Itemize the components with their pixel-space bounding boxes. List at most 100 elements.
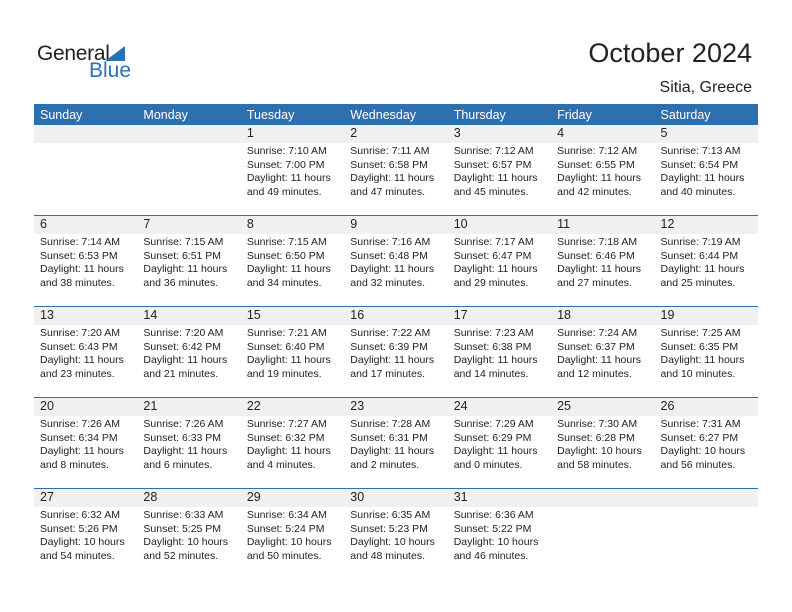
daylight: Daylight: 11 hours bbox=[453, 445, 538, 458]
day-number: 21 bbox=[137, 398, 241, 416]
weekday-wednesday: Wednesday bbox=[350, 108, 417, 122]
empty-cell bbox=[551, 489, 655, 579]
weekday-friday: Friday bbox=[557, 108, 592, 122]
daylight: Daylight: 11 hours bbox=[40, 354, 124, 367]
day-cell: 25 Sunrise: 7:30 AM Sunset: 6:28 PM Dayligh… bbox=[551, 398, 655, 488]
daylight-minutes: and 32 minutes. bbox=[350, 276, 425, 289]
day-info: Sunrise: 7:13 AM Sunset: 6:54 PM Daylight:… bbox=[655, 143, 758, 199]
day-info: Sunrise: 7:27 AM Sunset: 6:32 PM Daylight:… bbox=[241, 416, 344, 472]
sunrise: Sunrise: 7:12 AM bbox=[453, 145, 534, 157]
daylight-minutes: and 52 minutes. bbox=[143, 549, 219, 562]
day-cell: 12 Sunrise: 7:19 AM Sunset: 6:44 PM Dayligh… bbox=[654, 216, 758, 306]
day-cell: 16 Sunrise: 7:22 AM Sunset: 6:39 PM Dayligh… bbox=[344, 307, 448, 397]
day-cell: 21 Sunrise: 7:26 AM Sunset: 6:33 PM Dayligh… bbox=[137, 398, 241, 488]
day-number bbox=[137, 125, 241, 143]
sunrise: Sunrise: 7:14 AM bbox=[40, 236, 120, 248]
day-cell: 26 Sunrise: 7:31 AM Sunset: 6:27 PM Dayligh… bbox=[654, 398, 758, 488]
sunrise: Sunrise: 7:15 AM bbox=[246, 236, 327, 248]
daylight-minutes: and 36 minutes. bbox=[143, 276, 219, 289]
day-cell: 30 Sunrise: 6:35 AM Sunset: 5:23 PM Dayligh… bbox=[344, 489, 448, 579]
day-number: 13 bbox=[34, 307, 138, 325]
sunrise: Sunrise: 7:20 AM bbox=[40, 327, 120, 339]
sunset: Sunset: 5:25 PM bbox=[143, 522, 222, 535]
day-cell: 18 Sunrise: 7:24 AM Sunset: 6:37 PM Dayligh… bbox=[551, 307, 655, 397]
sunrise: Sunrise: 7:30 AM bbox=[557, 418, 638, 430]
daylight-minutes: and 23 minutes. bbox=[40, 367, 115, 380]
day-cell: 9 Sunrise: 7:16 AM Sunset: 6:48 PM Daylight… bbox=[344, 216, 448, 306]
day-info: Sunrise: 7:16 AM Sunset: 6:48 PM Daylight:… bbox=[344, 234, 447, 290]
sunrise: Sunrise: 7:27 AM bbox=[246, 418, 327, 430]
day-cell: 6 Sunrise: 7:14 AM Sunset: 6:53 PM Daylight… bbox=[34, 216, 138, 306]
sunset: Sunset: 6:43 PM bbox=[40, 340, 118, 353]
daylight: Daylight: 11 hours bbox=[40, 445, 124, 458]
day-number bbox=[34, 125, 138, 143]
day-info: Sunrise: 7:12 AM Sunset: 6:57 PM Daylight:… bbox=[448, 143, 551, 199]
weekday-monday: Monday bbox=[143, 108, 188, 122]
sunset: Sunset: 6:40 PM bbox=[246, 340, 325, 353]
day-number: 3 bbox=[447, 125, 552, 143]
sunset: Sunset: 5:23 PM bbox=[350, 522, 428, 535]
daylight: Daylight: 11 hours bbox=[453, 172, 538, 185]
day-number: 15 bbox=[240, 307, 345, 325]
day-cell: 4 Sunrise: 7:12 AM Sunset: 6:55 PM Daylight… bbox=[551, 125, 655, 215]
sunrise: Sunrise: 7:13 AM bbox=[660, 145, 741, 157]
daylight-minutes: and 27 minutes. bbox=[557, 276, 632, 289]
day-info: Sunrise: 7:26 AM Sunset: 6:33 PM Daylight:… bbox=[137, 416, 240, 472]
day-number: 2 bbox=[344, 125, 448, 143]
day-number: 12 bbox=[654, 216, 758, 234]
daylight-minutes: and 56 minutes. bbox=[660, 458, 736, 471]
sunrise: Sunrise: 7:19 AM bbox=[660, 236, 741, 248]
daylight-minutes: and 12 minutes. bbox=[557, 367, 632, 380]
daylight: Daylight: 11 hours bbox=[453, 263, 538, 276]
daylight-minutes: and 0 minutes. bbox=[453, 458, 523, 471]
sunset: Sunset: 6:35 PM bbox=[660, 340, 739, 353]
sunset: Sunset: 6:33 PM bbox=[143, 431, 222, 444]
day-info: Sunrise: 7:26 AM Sunset: 6:34 PM Daylight:… bbox=[34, 416, 137, 472]
daylight-minutes: and 25 minutes. bbox=[660, 276, 736, 289]
day-info: Sunrise: 7:15 AM Sunset: 6:51 PM Daylight:… bbox=[137, 234, 240, 290]
sunrise: Sunrise: 7:10 AM bbox=[246, 145, 327, 157]
day-info: Sunrise: 6:35 AM Sunset: 5:23 PM Daylight:… bbox=[344, 507, 447, 563]
sunset: Sunset: 6:34 PM bbox=[40, 431, 118, 444]
day-number: 14 bbox=[137, 307, 241, 325]
daylight: Daylight: 11 hours bbox=[246, 172, 331, 185]
day-info: Sunrise: 7:30 AM Sunset: 6:28 PM Daylight:… bbox=[551, 416, 654, 472]
logo-triangle-icon bbox=[105, 46, 125, 61]
sunrise: Sunrise: 7:16 AM bbox=[350, 236, 431, 248]
day-cell: 17 Sunrise: 7:23 AM Sunset: 6:38 PM Dayligh… bbox=[447, 307, 552, 397]
daylight-minutes: and 42 minutes. bbox=[557, 185, 632, 198]
day-info: Sunrise: 7:29 AM Sunset: 6:29 PM Daylight:… bbox=[448, 416, 551, 472]
daylight-minutes: and 46 minutes. bbox=[453, 549, 529, 562]
day-info: Sunrise: 7:24 AM Sunset: 6:37 PM Daylight:… bbox=[551, 325, 654, 381]
day-cell: 22 Sunrise: 7:27 AM Sunset: 6:32 PM Dayligh… bbox=[240, 398, 345, 488]
daylight-minutes: and 49 minutes. bbox=[246, 185, 322, 198]
day-info: Sunrise: 7:25 AM Sunset: 6:35 PM Daylight:… bbox=[655, 325, 758, 381]
daylight-minutes: and 47 minutes. bbox=[350, 185, 425, 198]
day-number: 24 bbox=[447, 398, 552, 416]
day-info: Sunrise: 7:17 AM Sunset: 6:47 PM Daylight:… bbox=[448, 234, 551, 290]
day-number: 31 bbox=[447, 489, 552, 507]
sunset: Sunset: 6:27 PM bbox=[660, 431, 739, 444]
daylight-minutes: and 58 minutes. bbox=[557, 458, 632, 471]
day-cell: 5 Sunrise: 7:13 AM Sunset: 6:54 PM Daylight… bbox=[654, 125, 758, 215]
sunrise: Sunrise: 7:22 AM bbox=[350, 327, 431, 339]
day-cell: 2 Sunrise: 7:11 AM Sunset: 6:58 PM Daylight… bbox=[344, 125, 448, 215]
daylight: Daylight: 11 hours bbox=[40, 263, 124, 276]
daylight: Daylight: 10 hours bbox=[557, 445, 642, 458]
sunrise: Sunrise: 7:26 AM bbox=[40, 418, 120, 430]
sunset: Sunset: 6:44 PM bbox=[660, 249, 739, 262]
daylight: Daylight: 11 hours bbox=[350, 445, 435, 458]
week-row: 1 Sunrise: 7:10 AM Sunset: 7:00 PM Daylight… bbox=[34, 125, 758, 215]
sunrise: Sunrise: 7:12 AM bbox=[557, 145, 638, 157]
day-info: Sunrise: 7:19 AM Sunset: 6:44 PM Daylight:… bbox=[655, 234, 758, 290]
daylight: Daylight: 11 hours bbox=[557, 172, 641, 185]
day-cell: 3 Sunrise: 7:12 AM Sunset: 6:57 PM Daylight… bbox=[447, 125, 552, 215]
daylight: Daylight: 11 hours bbox=[246, 263, 331, 276]
day-number: 4 bbox=[551, 125, 655, 143]
sunrise: Sunrise: 7:29 AM bbox=[453, 418, 534, 430]
sunset: Sunset: 6:32 PM bbox=[246, 431, 325, 444]
daylight-minutes: and 40 minutes. bbox=[660, 185, 736, 198]
sunrise: Sunrise: 7:20 AM bbox=[143, 327, 224, 339]
day-cell: 7 Sunrise: 7:15 AM Sunset: 6:51 PM Daylight… bbox=[137, 216, 241, 306]
daylight: Daylight: 11 hours bbox=[143, 263, 228, 276]
